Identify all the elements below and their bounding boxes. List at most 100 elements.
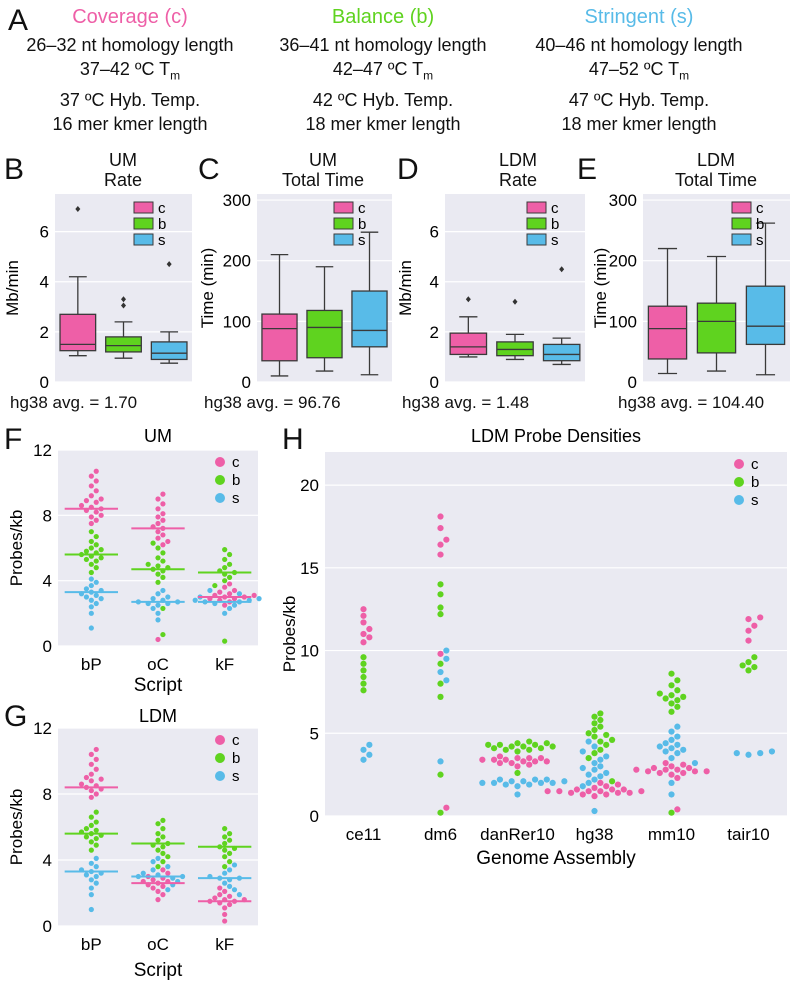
data-point-b <box>490 745 498 752</box>
data-point-b <box>360 687 367 694</box>
data-point-b <box>88 545 94 551</box>
panel-e-footer: hg38 avg. = 104.40 <box>618 393 765 412</box>
data-point-c <box>93 766 99 772</box>
balance-tm-text: 42–47 ºC T <box>332 59 424 79</box>
data-point-c <box>703 768 710 775</box>
coverage-block: Coverage (c) 26–32 nt homology length 37… <box>0 6 260 136</box>
data-point-b <box>160 605 166 612</box>
data-point-b <box>514 740 521 747</box>
data-point-s <box>591 743 598 750</box>
data-point-b <box>591 720 598 727</box>
box-b <box>696 302 737 354</box>
legend-label-b: b <box>756 216 764 233</box>
panel-e-title-line1: LDM <box>696 150 735 170</box>
data-point-c <box>526 754 533 762</box>
data-point-b <box>597 710 604 717</box>
panel-e-title-line2: Total Time <box>674 170 758 190</box>
data-point-s <box>479 779 486 787</box>
data-point-c <box>556 788 563 795</box>
legend-swatch-c <box>333 201 354 214</box>
data-point-c <box>217 892 223 898</box>
y-tick-label: 6 <box>430 223 439 242</box>
data-point-b <box>93 533 99 540</box>
legend-label-b: b <box>232 472 240 489</box>
data-point-c <box>685 764 693 772</box>
data-point-b <box>155 837 161 843</box>
data-point-c <box>579 791 586 798</box>
data-point-s <box>520 778 527 785</box>
data-point-s <box>490 779 498 787</box>
data-point-s <box>366 741 373 748</box>
data-point-b <box>222 840 228 847</box>
panel-letter-a: A <box>8 4 29 37</box>
data-point-b <box>502 746 509 753</box>
data-point-b <box>668 700 675 707</box>
y-tick-label: 20 <box>300 476 319 495</box>
data-point-s <box>597 756 604 763</box>
data-point-c <box>745 616 752 623</box>
data-point-c <box>88 483 94 489</box>
data-point-b <box>83 548 90 554</box>
data-point-b <box>98 547 104 553</box>
balance-kmer: 18 mer kmer length <box>305 113 461 134</box>
data-point-b <box>437 591 444 598</box>
panel-d-title: LDM Rate <box>445 150 591 190</box>
data-point-s <box>579 748 586 755</box>
panel-b-footer: hg38 avg. = 1.70 <box>10 393 138 412</box>
legend-label-s: s <box>232 490 240 507</box>
legend-label-s: s <box>756 232 764 249</box>
legend-label-c: c <box>232 732 240 749</box>
data-point-b <box>226 831 233 837</box>
data-point-b <box>160 844 166 850</box>
data-point-c <box>745 637 752 644</box>
data-point-c <box>88 794 94 800</box>
box-s <box>745 285 786 346</box>
data-point-s <box>579 764 586 772</box>
data-point-c <box>150 877 156 883</box>
data-point-b <box>597 723 604 730</box>
data-point-c <box>222 888 228 894</box>
data-point-b <box>88 839 94 845</box>
data-point-c <box>608 786 616 793</box>
stringent-block: Stringent (s) 40–46 nt homology length 4… <box>509 6 769 136</box>
data-point-c <box>668 763 675 770</box>
data-point-c <box>88 771 94 777</box>
y-tick-label: 0 <box>242 373 251 392</box>
data-point-s <box>591 807 598 815</box>
data-point-b <box>88 822 94 828</box>
data-point-c <box>222 905 228 911</box>
stringent-kmer: 18 mer kmer length <box>561 113 717 134</box>
coverage-tm-text: 37–42 ºC T <box>79 59 171 79</box>
panel-d-chart: 0 2 4 6 Mb/min cbs <box>396 194 585 392</box>
balance-homology: 36–41 nt homology length <box>279 35 487 55</box>
data-point-c <box>360 612 367 619</box>
data-point-b <box>608 778 616 785</box>
data-point-c <box>88 473 94 479</box>
data-point-s <box>150 867 156 873</box>
box-c <box>261 313 298 362</box>
data-point-b <box>585 730 592 737</box>
data-point-c <box>544 788 551 795</box>
legend-label-s: s <box>751 492 759 509</box>
box-c <box>59 313 97 352</box>
data-point-b <box>155 847 161 853</box>
data-point-s <box>222 880 228 886</box>
y-axis-label: Probes/kb <box>280 596 299 673</box>
data-point-c <box>633 766 640 773</box>
data-point-c <box>155 520 161 527</box>
data-point-b <box>155 831 161 837</box>
box-c <box>449 332 488 356</box>
data-point-b <box>160 834 166 840</box>
data-point-b <box>83 556 90 563</box>
data-point-s <box>222 870 228 876</box>
data-point-b <box>496 741 504 748</box>
legend-marker-c <box>215 457 225 467</box>
data-point-s <box>360 756 367 763</box>
data-point-b <box>485 741 492 748</box>
panel-d-title-line2: Rate <box>498 170 538 190</box>
data-point-s <box>165 594 171 600</box>
data-point-b <box>98 555 104 561</box>
data-point-b <box>155 571 161 577</box>
y-tick-label: 2 <box>430 323 439 342</box>
data-point-s <box>88 877 94 883</box>
